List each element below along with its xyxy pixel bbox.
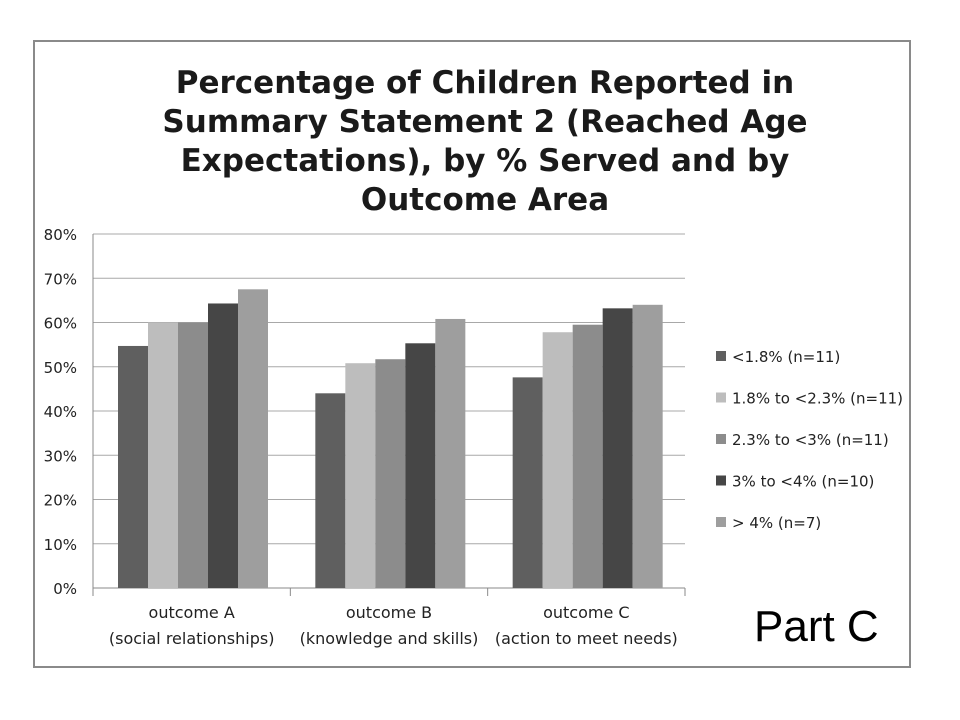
- x-tick-label: outcome B: [346, 603, 432, 622]
- chart-title: Percentage of Children Reported in Summa…: [162, 65, 808, 218]
- legend-label: > 4% (n=7): [732, 514, 821, 532]
- legend-swatch: [716, 392, 726, 403]
- bar: [405, 343, 436, 588]
- y-tick-label: 20%: [44, 492, 77, 510]
- y-tick-label: 80%: [44, 226, 77, 244]
- legend-swatch: [716, 517, 726, 527]
- y-tick-label: 10%: [44, 536, 77, 554]
- bar: [602, 308, 633, 588]
- y-tick-label: 60%: [44, 315, 77, 333]
- bar: [572, 324, 603, 588]
- legend-swatch: [716, 351, 726, 361]
- x-tick-label: outcome C: [543, 603, 629, 622]
- y-tick-label: 70%: [44, 270, 77, 288]
- legend-label: <1.8% (n=11): [732, 348, 840, 366]
- x-tick-label: (action to meet needs): [495, 629, 678, 648]
- part-label: Part C: [754, 602, 879, 651]
- bar: [375, 359, 406, 588]
- bar: [512, 377, 543, 588]
- bar: [315, 393, 346, 588]
- bar: [148, 322, 178, 588]
- bar: [632, 304, 663, 588]
- y-tick-label: 0%: [53, 580, 77, 598]
- x-tick-label: (knowledge and skills): [300, 629, 479, 648]
- legend-label: 2.3% to <3% (n=11): [732, 431, 889, 449]
- legend-label: 1.8% to <2.3% (n=11): [732, 390, 903, 408]
- legend-label: 3% to <4% (n=10): [732, 473, 874, 491]
- bar: [208, 303, 238, 588]
- y-tick-label: 30%: [44, 447, 77, 465]
- legend-swatch: [716, 475, 726, 486]
- y-tick-label: 50%: [44, 359, 77, 377]
- bar: [118, 345, 148, 588]
- bar: [238, 289, 268, 588]
- x-tick-label: outcome A: [149, 603, 235, 622]
- legend-swatch: [716, 434, 726, 444]
- bar: [435, 318, 466, 588]
- bar: [345, 363, 376, 588]
- x-tick-label: (social relationships): [109, 629, 275, 648]
- y-tick-label: 40%: [44, 403, 77, 421]
- bar: [542, 332, 573, 588]
- bar: [178, 322, 208, 588]
